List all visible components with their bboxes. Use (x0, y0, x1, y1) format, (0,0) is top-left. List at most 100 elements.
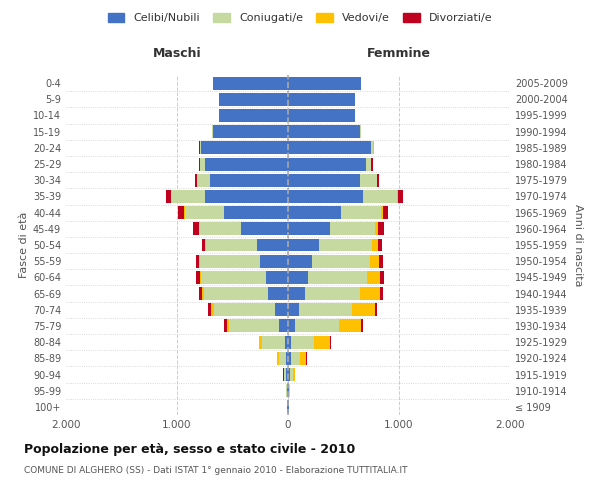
Y-axis label: Fasce di età: Fasce di età (19, 212, 29, 278)
Bar (341, 206, 381, 219)
Bar (205, 190, 288, 203)
Bar (366, 158, 371, 170)
Bar (288, 93, 355, 106)
Bar (364, 190, 397, 203)
Bar (308, 271, 367, 284)
Bar (227, 320, 229, 332)
Bar (383, 206, 388, 219)
Bar (224, 320, 227, 332)
Text: Maschi: Maschi (152, 46, 202, 60)
Text: Femmine: Femmine (367, 46, 431, 60)
Bar (367, 271, 380, 284)
Bar (200, 271, 202, 284)
Bar (288, 158, 366, 170)
Bar (380, 271, 384, 284)
Bar (339, 320, 361, 332)
Bar (288, 190, 364, 203)
Bar (199, 158, 200, 170)
Bar (178, 206, 184, 219)
Bar (205, 238, 206, 252)
Bar (379, 254, 383, 268)
Bar (377, 174, 379, 186)
Legend: Celibi/Nubili, Coniugati/e, Vedovi/e, Divorziati/e: Celibi/Nubili, Coniugati/e, Vedovi/e, Di… (103, 8, 497, 28)
Bar (360, 174, 377, 186)
Bar (288, 336, 292, 348)
Text: COMUNE DI ALGHERO (SS) - Dati ISTAT 1° gennaio 2010 - Elaborazione TUTTITALIA.IT: COMUNE DI ALGHERO (SS) - Dati ISTAT 1° g… (24, 466, 407, 475)
Bar (200, 142, 202, 154)
Bar (288, 271, 308, 284)
Bar (288, 384, 289, 397)
Bar (288, 238, 319, 252)
Bar (295, 320, 339, 332)
Bar (374, 222, 378, 235)
Bar (229, 320, 279, 332)
Bar (196, 174, 197, 186)
Bar (319, 238, 373, 252)
Bar (286, 352, 288, 365)
Bar (305, 287, 360, 300)
Bar (268, 287, 288, 300)
Bar (166, 190, 171, 203)
Bar (202, 142, 288, 154)
Bar (292, 336, 314, 348)
Bar (373, 238, 378, 252)
Bar (200, 254, 260, 268)
Bar (293, 368, 295, 381)
Bar (172, 190, 205, 203)
Bar (202, 271, 266, 284)
Bar (199, 254, 200, 268)
Bar (288, 142, 371, 154)
Bar (299, 352, 307, 365)
Bar (197, 174, 210, 186)
Bar (288, 254, 313, 268)
Bar (241, 222, 288, 235)
Bar (330, 222, 374, 235)
Bar (196, 271, 200, 284)
Bar (259, 336, 262, 348)
Bar (266, 271, 288, 284)
Bar (211, 304, 214, 316)
Bar (284, 368, 286, 381)
Bar (370, 254, 379, 268)
Bar (279, 320, 288, 332)
Bar (371, 158, 373, 170)
Bar (287, 384, 288, 397)
Bar (314, 336, 330, 348)
Bar (397, 190, 398, 203)
Bar (185, 206, 224, 219)
Bar (203, 287, 268, 300)
Bar (214, 304, 275, 316)
Bar (200, 158, 205, 170)
Bar (288, 174, 360, 186)
Bar (208, 304, 211, 316)
Bar (212, 125, 288, 138)
Bar (199, 287, 202, 300)
Bar (361, 320, 364, 332)
Bar (288, 125, 360, 138)
Bar (288, 206, 341, 219)
Bar (193, 222, 199, 235)
Bar (279, 352, 286, 365)
Bar (288, 222, 330, 235)
Bar (288, 109, 355, 122)
Bar (275, 304, 288, 316)
Bar (288, 304, 299, 316)
Bar (257, 238, 288, 252)
Bar (290, 368, 293, 381)
Y-axis label: Anni di nascita: Anni di nascita (573, 204, 583, 286)
Bar (380, 287, 383, 300)
Bar (378, 238, 382, 252)
Bar (210, 174, 288, 186)
Bar (277, 352, 279, 365)
Bar (374, 304, 377, 316)
Bar (202, 287, 203, 300)
Bar (288, 368, 290, 381)
Bar (313, 254, 370, 268)
Bar (212, 76, 288, 90)
Bar (291, 352, 299, 365)
Bar (398, 190, 403, 203)
Bar (202, 238, 205, 252)
Bar (378, 222, 384, 235)
Bar (284, 336, 288, 348)
Bar (352, 304, 374, 316)
